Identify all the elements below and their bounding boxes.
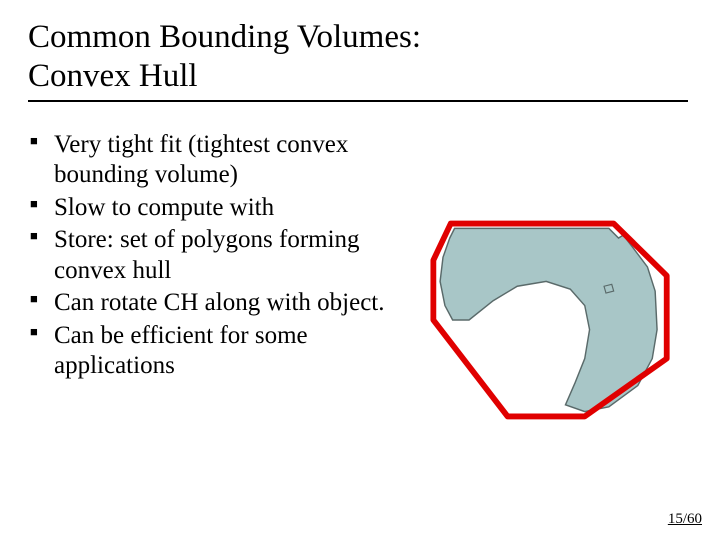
convex-hull-figure	[416, 210, 686, 430]
island-shape	[604, 284, 614, 293]
title-underline	[28, 100, 688, 102]
bullet-item: Very tight fit (tightest convex bounding…	[28, 130, 408, 191]
bullet-list: Very tight fit (tightest convex bounding…	[28, 130, 408, 384]
slide: Common Bounding Volumes: Convex Hull Ver…	[0, 0, 720, 540]
title-line-1: Common Bounding Volumes:	[28, 18, 692, 57]
bullet-item: Slow to compute with	[28, 193, 408, 224]
convex-hull-svg	[416, 210, 686, 430]
bullet-item: Can be efficient for some applications	[28, 321, 408, 382]
bullet-item: Can rotate CH along with object.	[28, 288, 408, 319]
slide-title: Common Bounding Volumes: Convex Hull	[28, 18, 692, 102]
title-line-2: Convex Hull	[28, 57, 692, 96]
page-number: 15/60	[668, 511, 702, 528]
bullet-item: Store: set of polygons forming convex hu…	[28, 225, 408, 286]
land-shape	[440, 228, 657, 411]
